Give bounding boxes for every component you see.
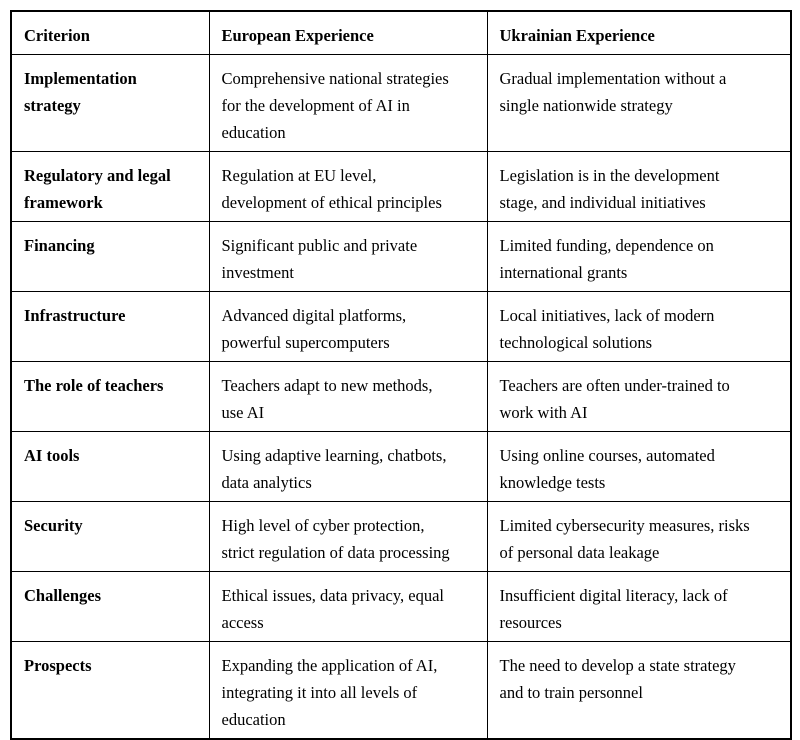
column-header-european-experience: European Experience (208, 10, 488, 55)
comparison-table: Criterion European Experience Ukrainian … (10, 10, 792, 740)
cell-criterion: AI tools (10, 431, 210, 502)
table-row-prospects: Prospects Expanding the application of A… (10, 641, 792, 740)
column-header-ukrainian-experience: Ukrainian Experience (486, 10, 792, 55)
column-header-criterion: Criterion (10, 10, 210, 55)
cell-european: Regulation at EU level, development of e… (208, 151, 488, 222)
cell-ukrainian: Insufficient digital literacy, lack of r… (486, 571, 792, 642)
cell-european: Teachers adapt to new methods, use AI (208, 361, 488, 432)
cell-criterion: Security (10, 501, 210, 572)
cell-criterion: Challenges (10, 571, 210, 642)
cell-criterion: Regulatory and legal framework (10, 151, 210, 222)
cell-ukrainian: Legislation is in the development stage,… (486, 151, 792, 222)
cell-european: Significant public and private investmen… (208, 221, 488, 292)
cell-criterion: Financing (10, 221, 210, 292)
cell-criterion: Infrastructure (10, 291, 210, 362)
cell-criterion: Prospects (10, 641, 210, 740)
table-header-row: Criterion European Experience Ukrainian … (10, 10, 792, 55)
cell-criterion: The role of teachers (10, 361, 210, 432)
table-row-financing: Financing Significant public and private… (10, 221, 792, 292)
cell-european: Expanding the application of AI, integra… (208, 641, 488, 740)
cell-ukrainian: Limited funding, dependence on internati… (486, 221, 792, 292)
cell-ukrainian: Local initiatives, lack of modern techno… (486, 291, 792, 362)
table-row-infrastructure: Infrastructure Advanced digital platform… (10, 291, 792, 362)
page: Criterion European Experience Ukrainian … (10, 10, 792, 740)
table-row-challenges: Challenges Ethical issues, data privacy,… (10, 571, 792, 642)
table-row-role-of-teachers: The role of teachers Teachers adapt to n… (10, 361, 792, 432)
cell-criterion: Implementation strategy (10, 54, 210, 152)
cell-european: Advanced digital platforms, powerful sup… (208, 291, 488, 362)
table-row-implementation-strategy: Implementation strategy Comprehensive na… (10, 54, 792, 152)
cell-ukrainian: The need to develop a state strategy and… (486, 641, 792, 740)
table-row-security: Security High level of cyber protection,… (10, 501, 792, 572)
cell-ukrainian: Teachers are often under-trained to work… (486, 361, 792, 432)
cell-european: High level of cyber protection, strict r… (208, 501, 488, 572)
table-row-ai-tools: AI tools Using adaptive learning, chatbo… (10, 431, 792, 502)
cell-ukrainian: Using online courses, automated knowledg… (486, 431, 792, 502)
cell-ukrainian: Limited cybersecurity measures, risks of… (486, 501, 792, 572)
cell-european: Comprehensive national strategies for th… (208, 54, 488, 152)
table-row-regulatory-framework: Regulatory and legal framework Regulatio… (10, 151, 792, 222)
cell-european: Ethical issues, data privacy, equal acce… (208, 571, 488, 642)
cell-ukrainian: Gradual implementation without a single … (486, 54, 792, 152)
cell-european: Using adaptive learning, chatbots, data … (208, 431, 488, 502)
